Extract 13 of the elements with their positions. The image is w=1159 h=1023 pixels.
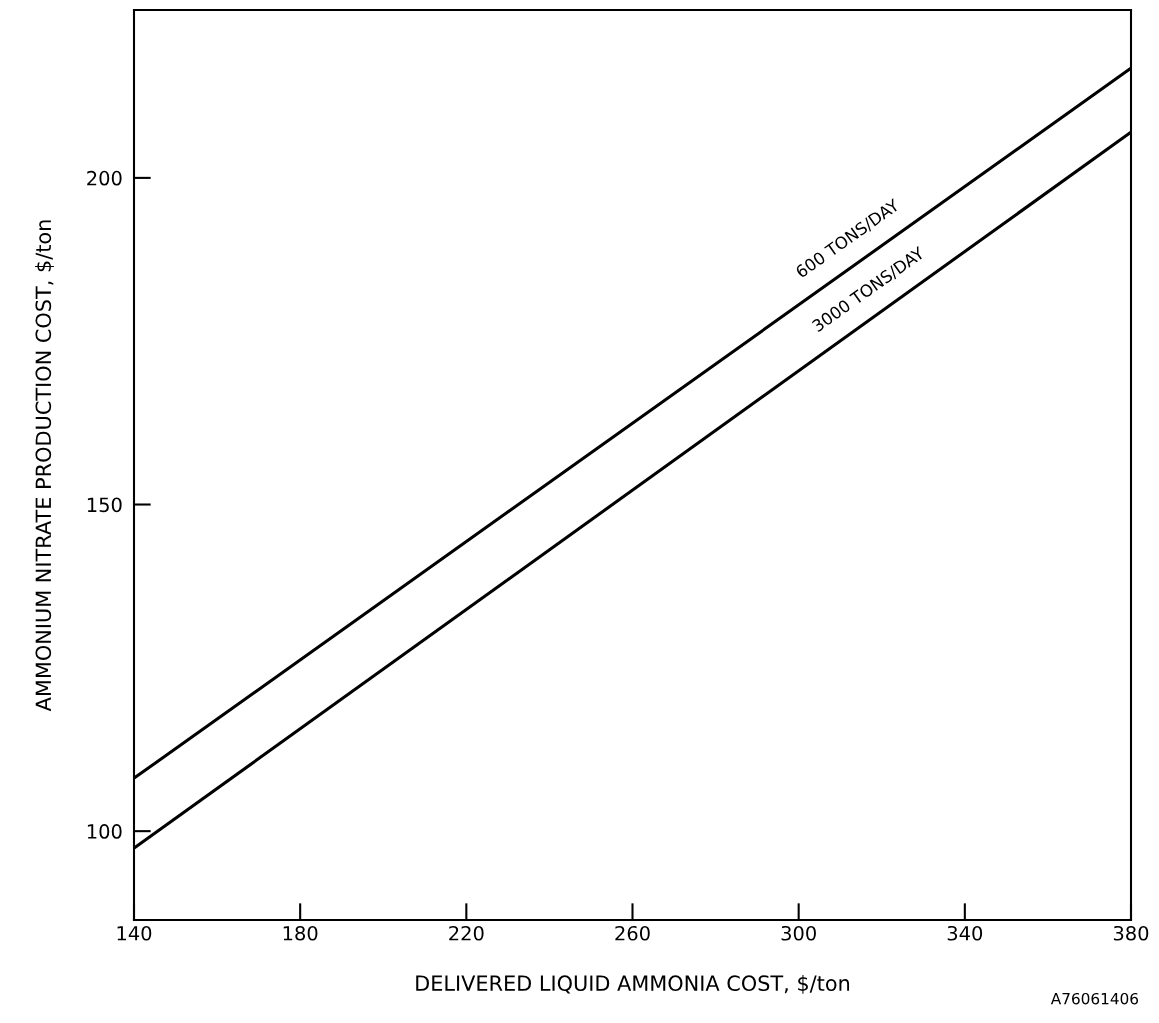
x-tick-label: 260 [615,925,650,941]
x-tick-label: 340 [947,925,983,941]
x-tick-label: 300 [781,925,816,941]
x-tick-label: 380 [1113,925,1149,941]
y-axis-title: AMMONIUM NITRATE PRODUCTION COST, $/ton [35,220,54,712]
x-tick-label: 180 [283,925,318,941]
y-tick-label: 200 [87,170,122,186]
x-tick-label: 220 [449,925,484,941]
x-tick-label: 140 [117,925,152,941]
y-tick-label: 150 [87,497,122,513]
x-axis-title: DELIVERED LIQUID AMMONIA COST, $/ton [416,974,850,994]
text: A76061406 [1050,992,1139,1005]
y-tick-label: 100 [87,824,122,839]
